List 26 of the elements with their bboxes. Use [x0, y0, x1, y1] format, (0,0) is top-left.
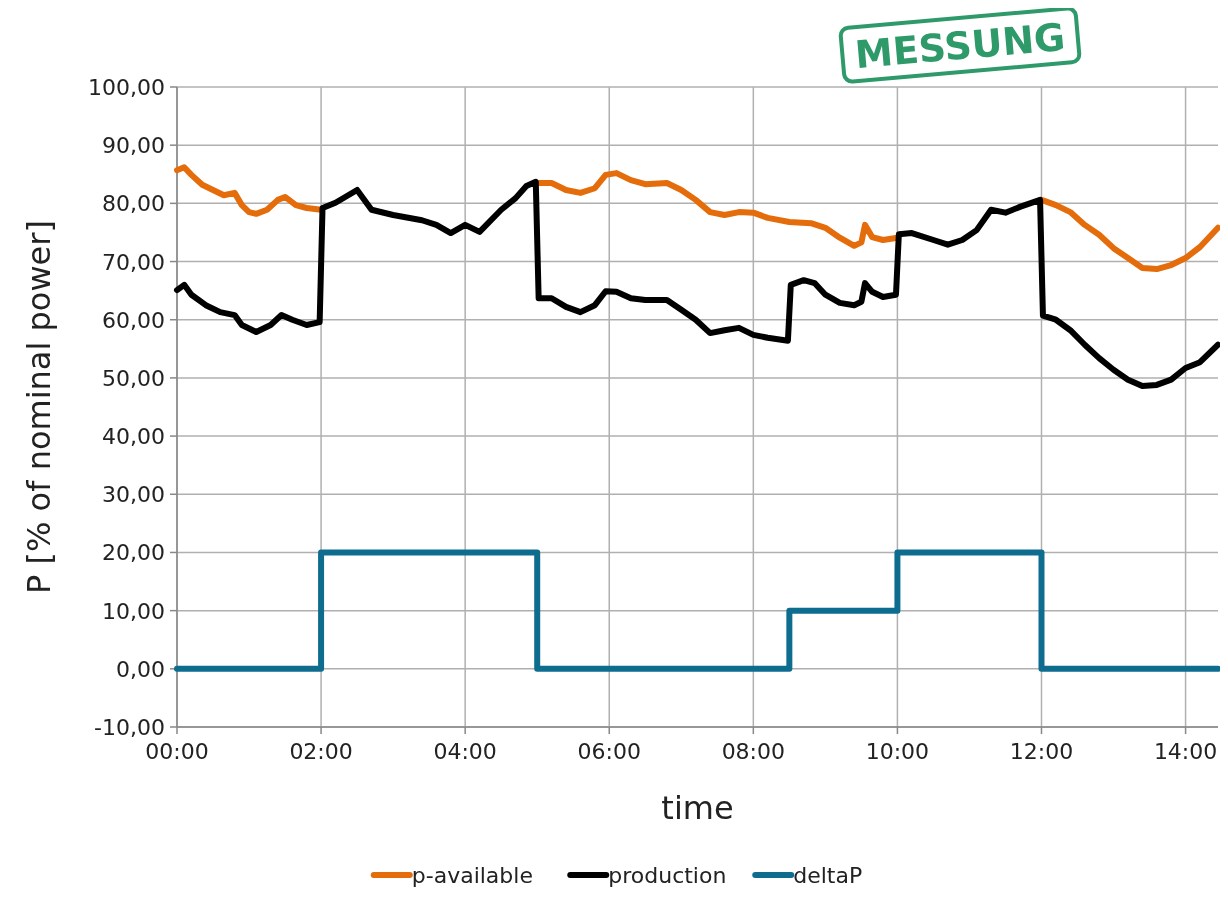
y-axis-title: P [% of nominal power]	[20, 220, 58, 594]
x-tick-label: 04:00	[433, 739, 497, 764]
x-tick-label: 12:00	[1009, 739, 1074, 764]
x-tick-label: 14:00	[1153, 739, 1218, 764]
y-tick-label: 70,00	[102, 249, 165, 275]
y-tick-label: 60,00	[102, 307, 165, 333]
y-tick-label: 40,00	[102, 424, 165, 450]
x-tick-label: 00:00	[145, 739, 209, 764]
y-tick-label: 20,00	[102, 540, 165, 566]
legend-label: production	[608, 863, 727, 888]
x-tick-label: 06:00	[577, 739, 641, 764]
y-tick-label: 90,00	[102, 133, 165, 159]
y-tick-label: -10,00	[94, 715, 165, 740]
y-tick-label: 10,00	[102, 598, 165, 624]
x-tick-label: 10:00	[865, 739, 930, 764]
x-axis-title: time	[661, 789, 734, 827]
y-tick-label: 30,00	[102, 482, 165, 508]
x-tick-label: 02:00	[289, 739, 353, 764]
y-tick-label: 100,00	[88, 75, 165, 100]
legend-label: p-available	[411, 863, 533, 888]
y-tick-label: 50,00	[102, 365, 165, 391]
x-tick-label: 08:00	[721, 739, 786, 764]
y-tick-label: 0,00	[116, 656, 165, 682]
y-tick-label: 80,00	[102, 191, 165, 217]
legend-label: deltaP	[793, 863, 863, 888]
text: MESSUNG	[853, 14, 1067, 78]
